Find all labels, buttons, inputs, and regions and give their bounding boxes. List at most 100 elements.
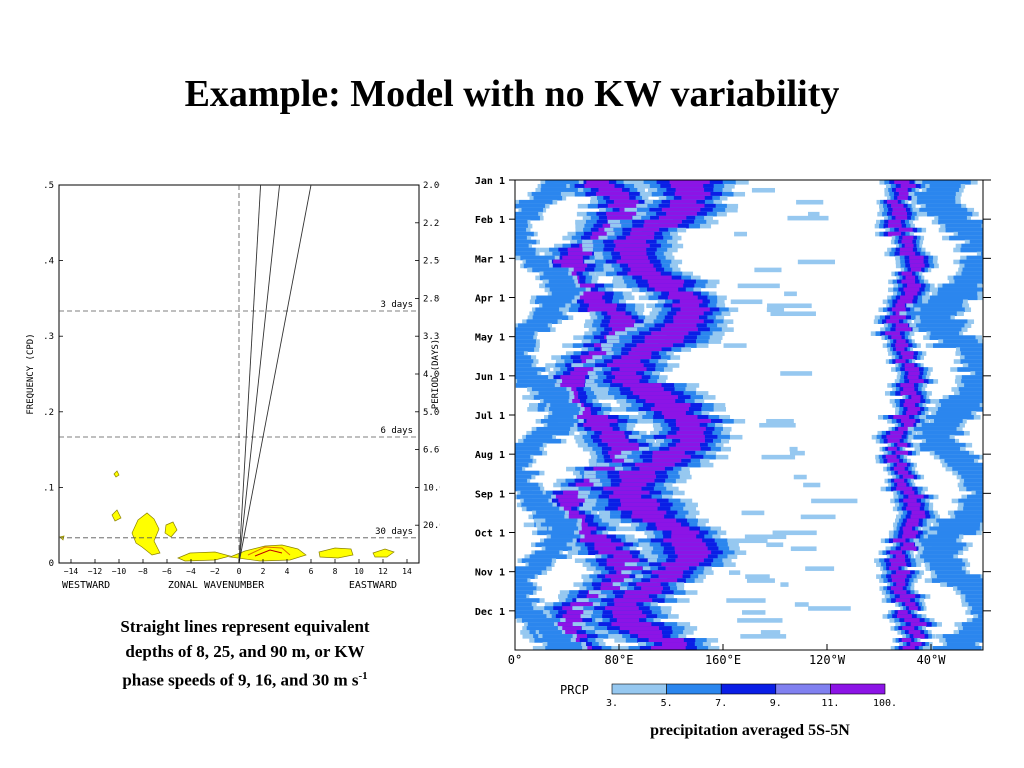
- precip-cell: [532, 315, 569, 321]
- legend-swatch: [666, 683, 722, 695]
- legend-swatch: [720, 683, 777, 695]
- precip-cell: [751, 187, 776, 193]
- caption-superscript: -1: [358, 670, 368, 682]
- precip-cell: [891, 335, 902, 340]
- precip-cell: [533, 311, 563, 317]
- precip-cell: [931, 578, 983, 583]
- precip-cell: [612, 379, 640, 384]
- precip-cell: [611, 371, 637, 376]
- precip-cell: [937, 407, 983, 412]
- precip-cell: [654, 287, 679, 293]
- precip-cell: [949, 235, 983, 241]
- precip-cell: [805, 566, 835, 571]
- precip-cell: [540, 187, 578, 193]
- precip-cell: [515, 367, 546, 372]
- precip-cell: [667, 295, 698, 301]
- precip-cell: [902, 355, 914, 360]
- precip-cell: [726, 598, 766, 603]
- legend-swatch: [611, 683, 667, 695]
- precip-cell: [616, 259, 650, 265]
- y-tick-label: .3: [43, 332, 54, 342]
- precip-cell: [899, 251, 916, 257]
- precip-cell: [790, 546, 817, 552]
- precip-cell: [515, 223, 528, 229]
- period-tick-label: 5.00: [423, 408, 440, 418]
- precip-cell: [652, 454, 691, 460]
- precip-cell: [766, 307, 785, 313]
- precip-cell: [525, 259, 549, 265]
- precip-cell: [760, 630, 781, 635]
- precip-cell: [612, 614, 647, 619]
- precip-cell: [561, 263, 588, 269]
- precip-cell: [897, 614, 912, 619]
- precip-cell: [887, 438, 900, 444]
- precip-cell: [661, 411, 686, 416]
- precip-cell: [908, 371, 920, 376]
- precip-cell: [960, 351, 983, 356]
- precip-cell: [594, 542, 624, 548]
- precip-cell: [645, 399, 676, 404]
- precip-cell: [536, 426, 571, 432]
- precip-cell: [975, 490, 983, 496]
- precip-cell: [890, 315, 906, 321]
- period-tick-label: 2.86: [423, 294, 440, 304]
- precip-cell: [671, 542, 706, 548]
- precip-cell: [975, 371, 983, 376]
- precip-cell: [584, 183, 615, 189]
- precip-cell: [961, 243, 983, 249]
- precip-cell: [759, 422, 796, 428]
- precip-cell: [897, 442, 908, 448]
- contour-blob: [131, 512, 161, 556]
- precip-cell: [664, 323, 697, 328]
- precip-cell: [658, 574, 683, 579]
- precip-cell: [515, 598, 540, 603]
- precip-cell: [964, 383, 983, 388]
- precip-cell: [608, 323, 634, 328]
- precip-cell: [515, 570, 542, 575]
- contour-blob: [113, 470, 120, 478]
- precip-cell: [613, 199, 639, 205]
- precip-cell: [577, 534, 607, 540]
- x-tick-label: −10: [112, 567, 127, 576]
- precip-cell: [905, 291, 918, 297]
- precip-cell: [671, 530, 700, 536]
- precip-cell: [616, 618, 640, 623]
- precip-cell: [636, 343, 674, 348]
- precip-cell: [613, 598, 653, 603]
- precip-cell: [898, 227, 913, 233]
- precip-cell: [528, 562, 552, 567]
- precip-cell: [890, 586, 903, 591]
- precip-cell: [900, 183, 916, 189]
- precip-cell: [515, 239, 537, 245]
- precip-cell: [588, 303, 617, 309]
- precip-cell: [885, 454, 897, 460]
- precip-cell: [583, 422, 610, 428]
- precip-cell: [895, 343, 909, 348]
- precip-cell: [789, 450, 805, 456]
- precip-cell: [754, 267, 782, 273]
- y-tick-label: .5: [43, 181, 54, 191]
- precip-cell: [619, 367, 647, 372]
- precip-cell: [605, 574, 630, 579]
- precip-cell: [611, 446, 641, 452]
- precip-cell: [933, 343, 983, 348]
- precip-cell: [954, 279, 983, 285]
- precip-cell: [655, 522, 682, 528]
- precip-cell: [674, 191, 711, 197]
- precip-cell: [902, 534, 916, 540]
- precip-cell: [515, 586, 537, 591]
- precip-cell: [907, 283, 922, 289]
- precip-cell: [910, 263, 925, 269]
- precip-cell: [961, 271, 983, 277]
- precip-cell: [621, 478, 655, 484]
- precip-cell: [766, 542, 784, 548]
- precip-cell: [605, 606, 639, 611]
- precip-cell: [535, 542, 567, 548]
- precip-cell: [515, 482, 539, 488]
- x-tick-label: 10: [354, 567, 364, 576]
- precip-cell: [921, 422, 960, 428]
- precip-cell: [943, 339, 978, 344]
- precip-cell: [562, 614, 584, 619]
- kelvin-dispersion-line: [238, 184, 262, 564]
- precip-cell: [955, 514, 983, 520]
